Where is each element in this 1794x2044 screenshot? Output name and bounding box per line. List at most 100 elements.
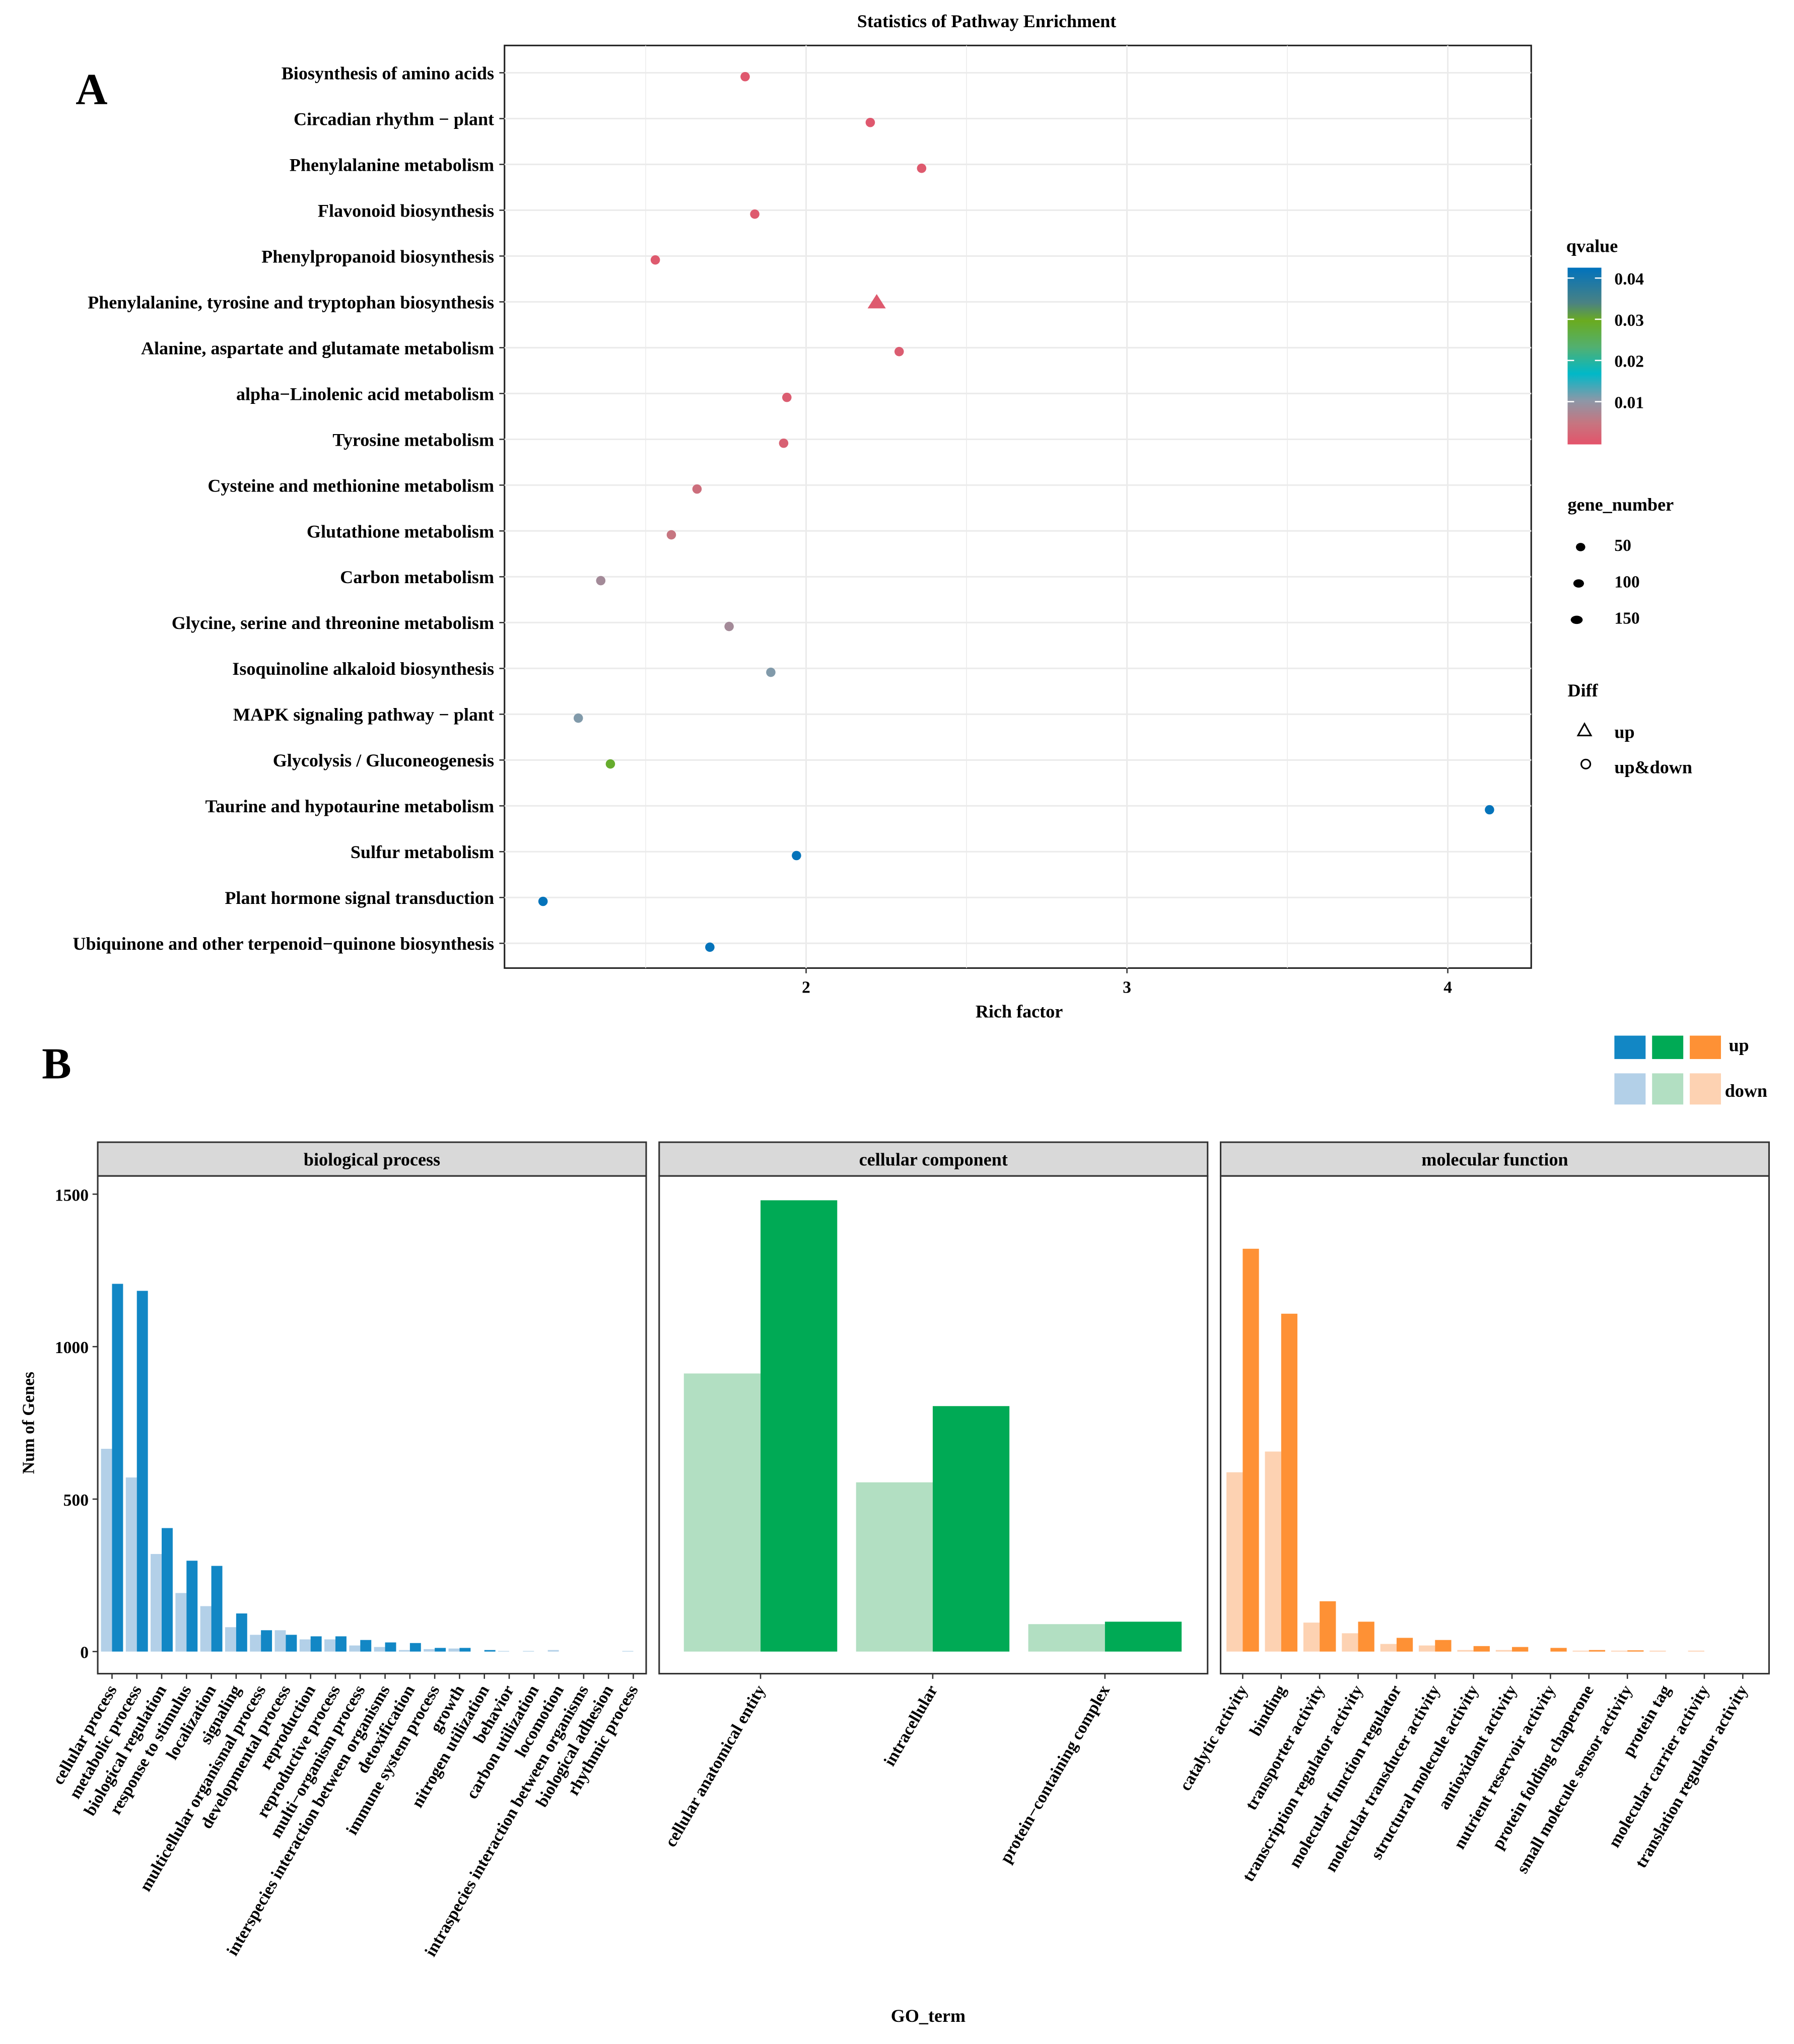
bar-down — [1457, 1650, 1474, 1652]
facet-strip — [658, 1141, 1209, 1177]
pathway-label: MAPK signaling pathway − plant — [233, 704, 494, 725]
colorbar-tick-label: 0.01 — [1614, 394, 1644, 412]
bar-up — [1396, 1638, 1413, 1652]
pathway-point — [573, 713, 583, 723]
legend-cc-down-swatch — [1652, 1073, 1684, 1105]
bar-down — [324, 1639, 336, 1652]
colorbar-tick-label: 0.04 — [1614, 270, 1644, 289]
diff-up-triangle-icon — [1576, 722, 1593, 737]
bar-up — [286, 1635, 297, 1652]
y-tick-label: 1000 — [55, 1338, 89, 1357]
pathway-point — [865, 117, 875, 127]
x-tick-label: 3 — [1123, 978, 1131, 997]
pathway-label: Phenylalanine, tyrosine and tryptophan b… — [88, 292, 494, 312]
y-tick-label: 0 — [80, 1644, 89, 1662]
panel-b-label: B — [42, 1039, 72, 1088]
facet-cc: cellular component cellular anatomical en… — [658, 1141, 1209, 1866]
bar-up — [335, 1636, 347, 1652]
pathway-label: Cysteine and methionine metabolism — [208, 475, 494, 496]
bar-up — [761, 1200, 838, 1652]
bar-down — [200, 1606, 212, 1652]
pathway-label: Flavonoid biosynthesis — [318, 200, 494, 221]
facet-strip — [97, 1141, 647, 1177]
panel-a-xlabel: Rich factor — [976, 1001, 1063, 1021]
bar-up — [409, 1643, 421, 1652]
bar-down — [1265, 1451, 1281, 1652]
diff-up-label: up — [1614, 722, 1634, 742]
panel-b-xlabel: GO_term — [891, 2006, 965, 2026]
category-label: protein−containing complex — [996, 1682, 1114, 1866]
pathway-label: Glycolysis / Gluconeogenesis — [273, 750, 494, 770]
pathway-label: Taurine and hypotaurine metabolism — [205, 796, 495, 816]
bar-down — [1572, 1650, 1589, 1652]
bar-down — [1028, 1624, 1105, 1652]
bar-down — [398, 1650, 410, 1652]
bar-up — [261, 1630, 272, 1652]
bar-down — [1611, 1650, 1628, 1652]
pathway-label: Alanine, aspartate and glutamate metabol… — [141, 338, 494, 358]
bar-up — [1358, 1622, 1374, 1652]
colorbar-tick-label: 0.03 — [1614, 311, 1644, 330]
bar-down — [151, 1554, 162, 1652]
pathway-label: Phenylalanine metabolism — [290, 155, 494, 175]
bar-down — [175, 1593, 187, 1652]
pathway-label: Phenylpropanoid biosynthesis — [261, 246, 494, 266]
bar-up — [484, 1650, 496, 1652]
pathway-point — [692, 484, 702, 494]
bar-up — [1550, 1648, 1567, 1652]
bar-up — [1627, 1650, 1644, 1652]
legend-cc-up-swatch — [1652, 1035, 1684, 1060]
bar-down — [683, 1373, 761, 1652]
bar-up — [459, 1648, 471, 1652]
y-tick-label: 1500 — [55, 1186, 89, 1205]
bar-down — [1342, 1633, 1358, 1652]
bar-down — [424, 1649, 435, 1652]
bar-down — [622, 1651, 634, 1652]
pathway-point — [705, 942, 715, 952]
bar-up — [1473, 1646, 1490, 1652]
legend-mf-up-swatch — [1690, 1035, 1721, 1060]
gene-number-dot-icon — [1576, 543, 1585, 551]
pathway-point — [596, 576, 606, 586]
y-tick-label: 500 — [63, 1491, 89, 1510]
bar-up — [112, 1284, 123, 1652]
facet-strip-label: biological process — [304, 1150, 440, 1170]
bar-down — [1649, 1650, 1666, 1652]
gene-number-label: 50 — [1614, 536, 1631, 555]
category-label: cellular anatomical entity — [661, 1682, 769, 1850]
pathway-point — [1485, 805, 1494, 815]
pathway-label: Isoquinoline alkaloid biosynthesis — [232, 659, 494, 679]
category-label: intracellular — [880, 1682, 941, 1769]
bar-down — [1419, 1645, 1435, 1652]
panel-a-plot-area — [504, 44, 1532, 969]
pathway-label: Circadian rhythm − plant — [294, 109, 494, 129]
bar-down — [299, 1639, 311, 1652]
bar-up — [1435, 1640, 1452, 1652]
bar-up — [161, 1528, 173, 1652]
facet-strip-label: cellular component — [859, 1150, 1008, 1170]
colorbar-tick-label: 0.02 — [1614, 353, 1644, 371]
qvalue-legend-title: qvalue — [1566, 236, 1618, 256]
bar-up — [1512, 1647, 1529, 1652]
bar-up — [211, 1566, 223, 1652]
bar-down — [448, 1648, 460, 1652]
legend-up-label: up — [1729, 1035, 1749, 1055]
bar-up — [1243, 1248, 1259, 1652]
legend-down-label: down — [1725, 1081, 1767, 1101]
pathway-label: Plant hormone signal transduction — [225, 888, 494, 908]
bar-down — [1688, 1650, 1704, 1652]
pathway-label: Carbon metabolism — [340, 567, 494, 587]
panel-a-label: A — [76, 64, 107, 113]
bar-up — [236, 1613, 247, 1652]
pathway-point — [538, 896, 548, 906]
bar-down — [274, 1630, 286, 1652]
bar-down — [125, 1477, 137, 1652]
gene-number-legend-title: gene_number — [1567, 495, 1674, 515]
bar-down — [523, 1651, 534, 1652]
bar-down — [498, 1651, 510, 1652]
bar-up — [1589, 1650, 1606, 1652]
pathway-point — [894, 346, 904, 357]
bar-down — [1226, 1472, 1243, 1652]
